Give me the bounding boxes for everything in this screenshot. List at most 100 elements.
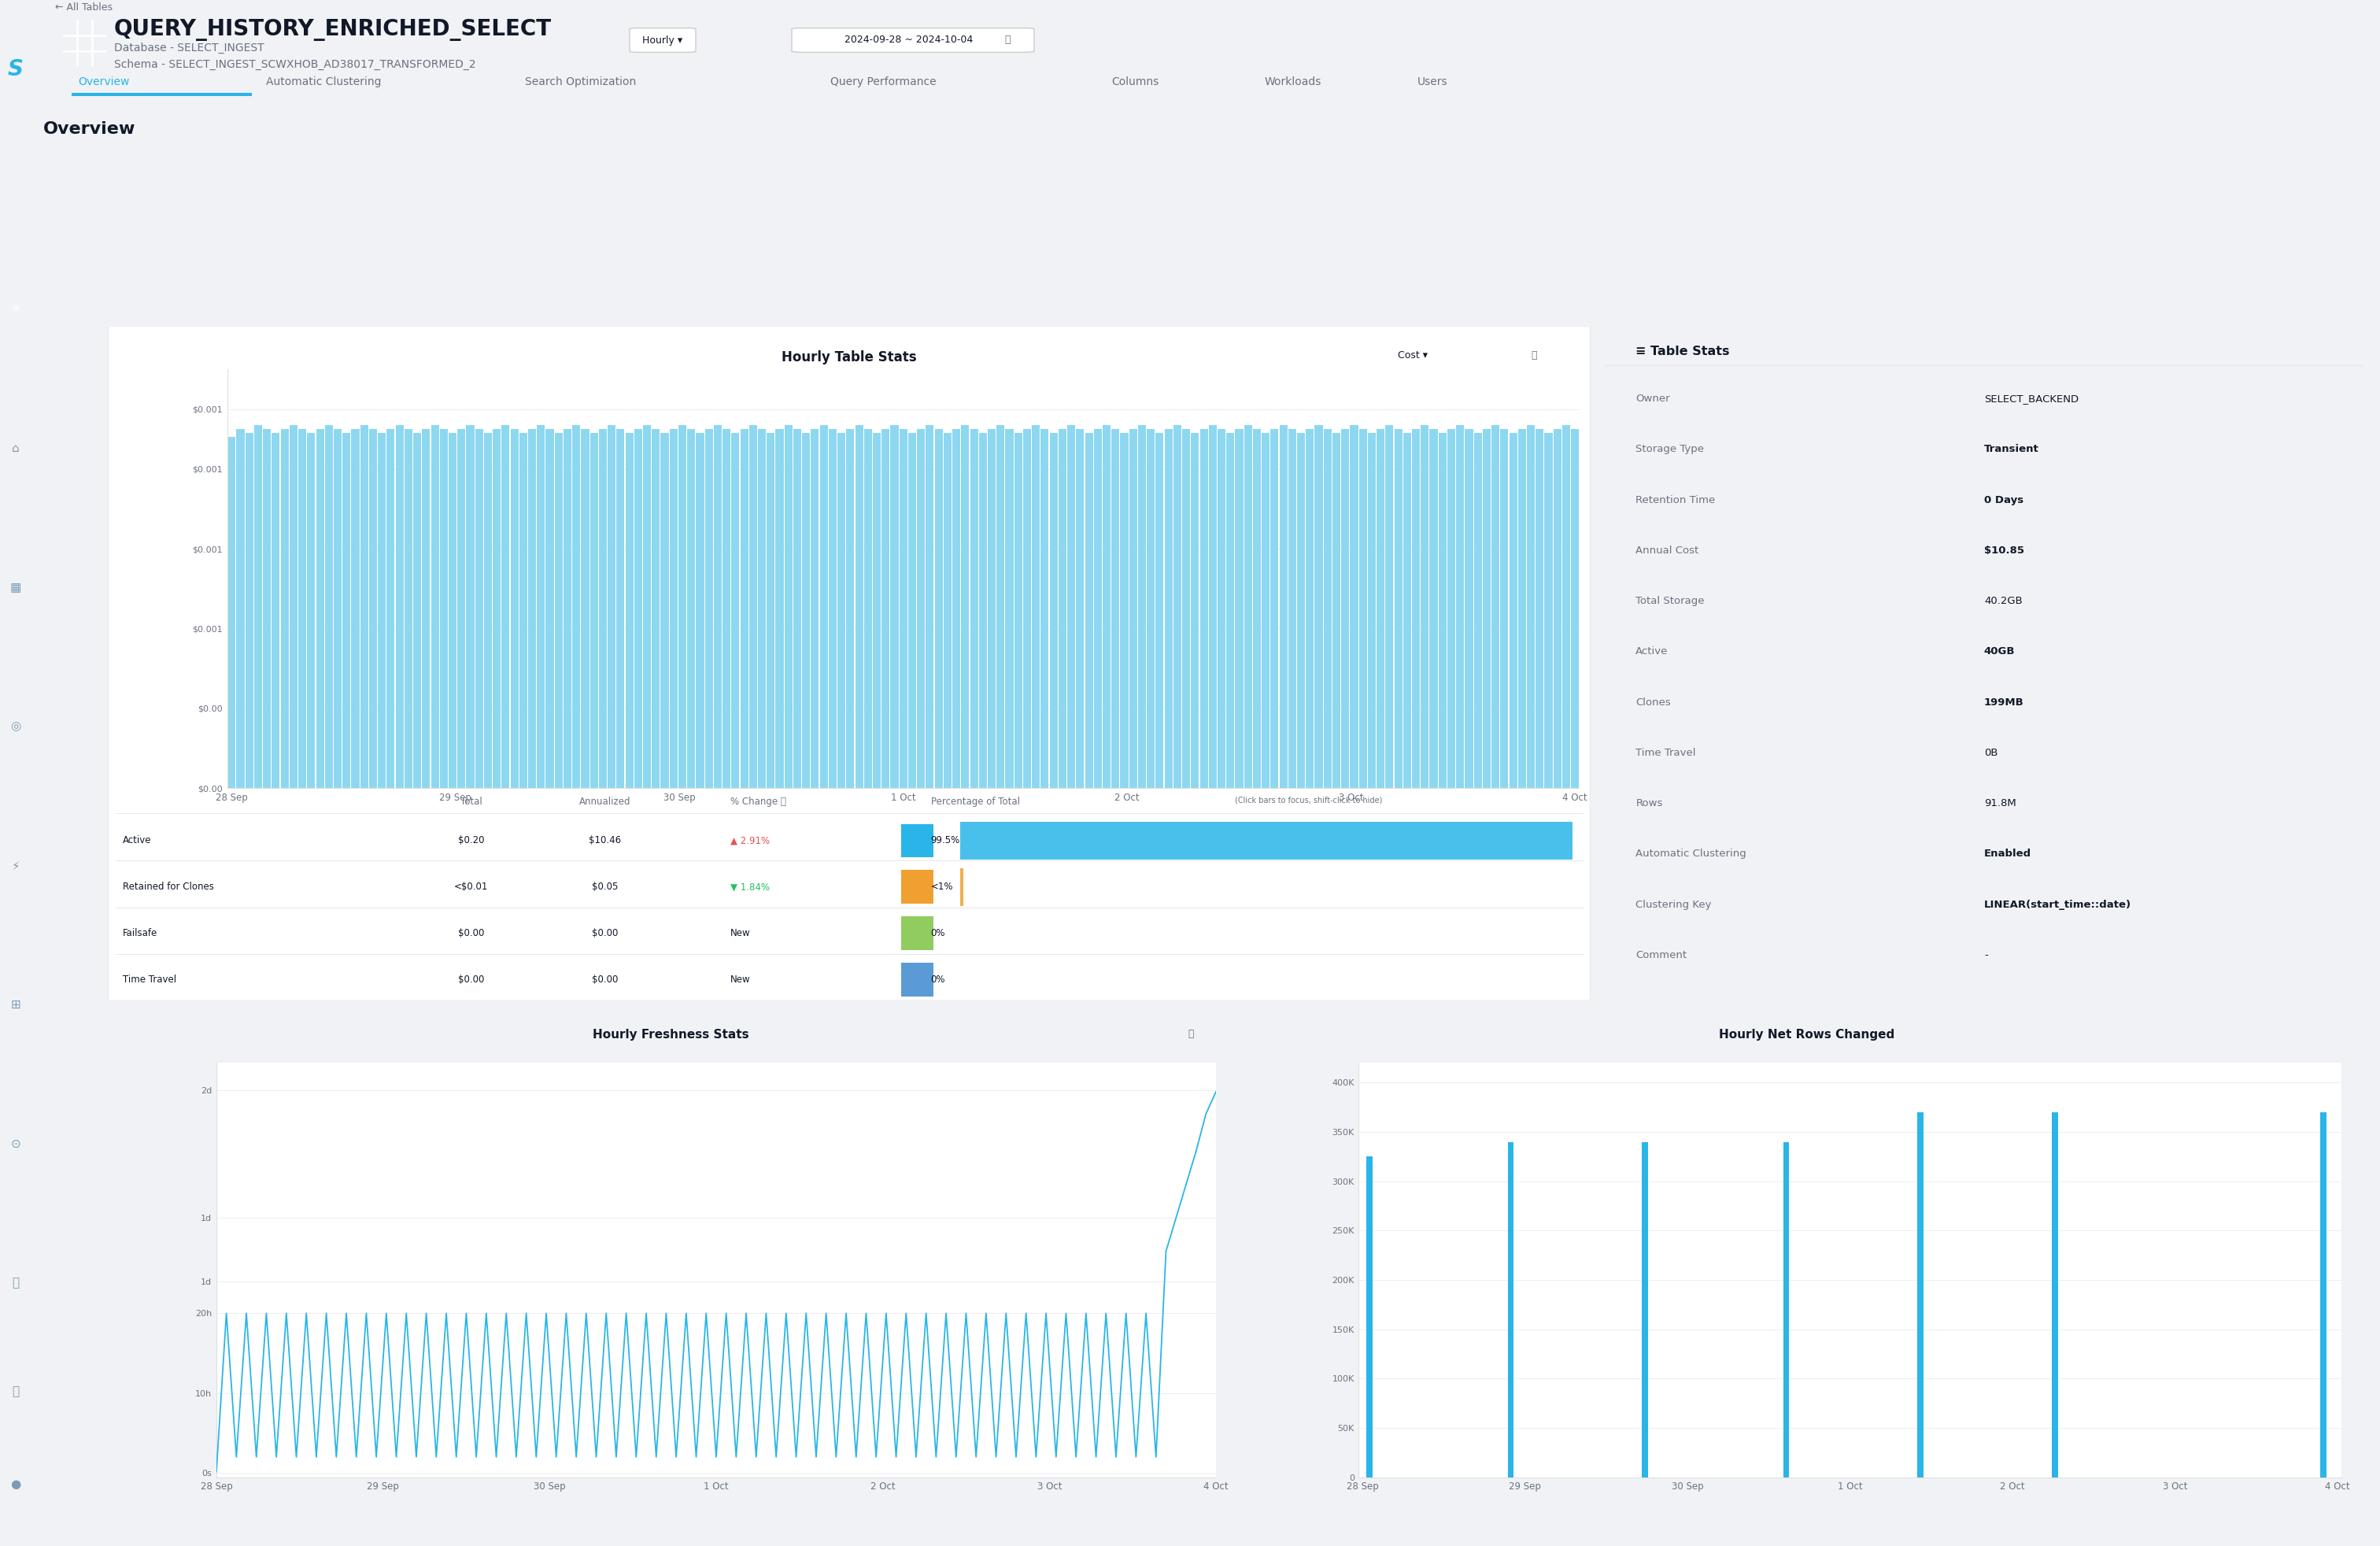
Text: ✳: ✳	[12, 303, 21, 315]
Bar	[935, 430, 942, 788]
Bar	[704, 430, 714, 788]
Bar	[1554, 430, 1561, 788]
Bar	[616, 430, 624, 788]
Bar	[431, 425, 438, 788]
Text: 199MB: 199MB	[1985, 697, 2023, 708]
Bar	[509, 430, 519, 788]
Text: S: S	[7, 59, 24, 80]
Bar	[669, 430, 678, 788]
Text: Failsafe: Failsafe	[124, 928, 157, 938]
Bar	[1288, 430, 1297, 788]
Bar	[1323, 430, 1330, 788]
Bar	[1642, 1142, 1647, 1478]
Text: New: New	[731, 974, 750, 985]
Text: ≡ Table Stats: ≡ Table Stats	[1635, 345, 1730, 357]
Bar	[900, 430, 907, 788]
Bar	[502, 425, 509, 788]
Text: Comment: Comment	[1635, 949, 1687, 960]
Text: Users: Users	[1416, 76, 1447, 88]
Text: 0%: 0%	[931, 974, 945, 985]
Bar	[776, 430, 783, 788]
Bar	[793, 430, 802, 788]
Text: Owner: Owner	[1635, 394, 1671, 404]
Text: Time Travel: Time Travel	[1635, 748, 1697, 758]
Bar	[476, 430, 483, 788]
Text: ●: ●	[10, 1478, 21, 1490]
Bar	[1368, 433, 1376, 788]
Text: Annualized: Annualized	[578, 796, 631, 807]
Bar	[902, 917, 933, 951]
Bar	[528, 430, 536, 788]
Bar	[714, 425, 721, 788]
Bar	[281, 430, 288, 788]
Text: $0.00: $0.00	[593, 928, 619, 938]
Text: Percentage of Total: Percentage of Total	[931, 796, 1019, 807]
Bar	[695, 433, 704, 788]
Bar	[942, 433, 952, 788]
Bar	[581, 430, 590, 788]
Bar	[962, 822, 1573, 860]
Text: 0 Days: 0 Days	[1985, 495, 2023, 506]
Text: Database - SELECT_INGEST: Database - SELECT_INGEST	[114, 42, 264, 53]
Bar	[1128, 430, 1138, 788]
Bar	[1333, 433, 1340, 788]
Text: LINEAR(start_time::date): LINEAR(start_time::date)	[1985, 900, 2132, 909]
Text: New: New	[731, 928, 750, 938]
Text: $0.00: $0.00	[593, 974, 619, 985]
Text: ▼ 1.84%: ▼ 1.84%	[731, 881, 771, 892]
Bar	[1918, 1112, 1923, 1478]
Bar	[926, 425, 933, 788]
Text: QUERY_HISTORY_ENRICHED_SELECT: QUERY_HISTORY_ENRICHED_SELECT	[114, 19, 552, 40]
Text: ⚡: ⚡	[12, 860, 19, 872]
Bar	[1518, 430, 1526, 788]
Bar	[1342, 430, 1349, 788]
Bar	[1366, 1156, 1373, 1478]
Bar	[1473, 433, 1483, 788]
Bar	[740, 430, 747, 788]
Text: Active: Active	[124, 835, 152, 846]
Bar	[245, 433, 252, 788]
Bar	[971, 430, 978, 788]
Bar	[457, 430, 466, 788]
Bar	[1404, 433, 1411, 788]
Bar	[440, 430, 447, 788]
Bar	[71, 93, 252, 96]
Text: Automatic Clustering: Automatic Clustering	[1635, 849, 1747, 860]
Bar	[916, 430, 926, 788]
Bar	[847, 430, 854, 788]
Bar	[236, 430, 245, 788]
Bar	[466, 425, 474, 788]
Text: Transient: Transient	[1985, 444, 2040, 455]
Bar	[757, 430, 766, 788]
Text: Columns: Columns	[1111, 76, 1159, 88]
Bar	[343, 433, 350, 788]
Text: 2024-09-28 ~ 2024-10-04: 2024-09-28 ~ 2024-10-04	[845, 36, 973, 45]
Text: Storage Type: Storage Type	[1635, 444, 1704, 455]
Bar	[333, 430, 343, 788]
Bar	[1023, 430, 1031, 788]
Text: 0B: 0B	[1985, 748, 1997, 758]
Text: ⊞: ⊞	[12, 999, 21, 1011]
Bar	[255, 425, 262, 788]
Bar	[359, 425, 369, 788]
Bar	[493, 430, 500, 788]
Bar	[652, 430, 659, 788]
Bar	[447, 433, 457, 788]
Bar	[571, 425, 581, 788]
Text: 0%: 0%	[931, 928, 945, 938]
FancyBboxPatch shape	[631, 28, 695, 53]
Bar	[414, 433, 421, 788]
Bar	[590, 433, 597, 788]
Text: 👤: 👤	[12, 1385, 19, 1398]
Text: Clones: Clones	[1635, 697, 1671, 708]
Bar	[828, 430, 838, 788]
Text: Annual Cost: Annual Cost	[1635, 546, 1699, 555]
Bar	[902, 963, 933, 996]
Bar	[1147, 430, 1154, 788]
Bar	[1783, 1142, 1790, 1478]
Text: 91.8M: 91.8M	[1985, 798, 2016, 809]
Bar	[386, 430, 395, 788]
Bar	[307, 433, 314, 788]
Bar	[324, 425, 333, 788]
Text: ⓘ: ⓘ	[1188, 1028, 1195, 1039]
